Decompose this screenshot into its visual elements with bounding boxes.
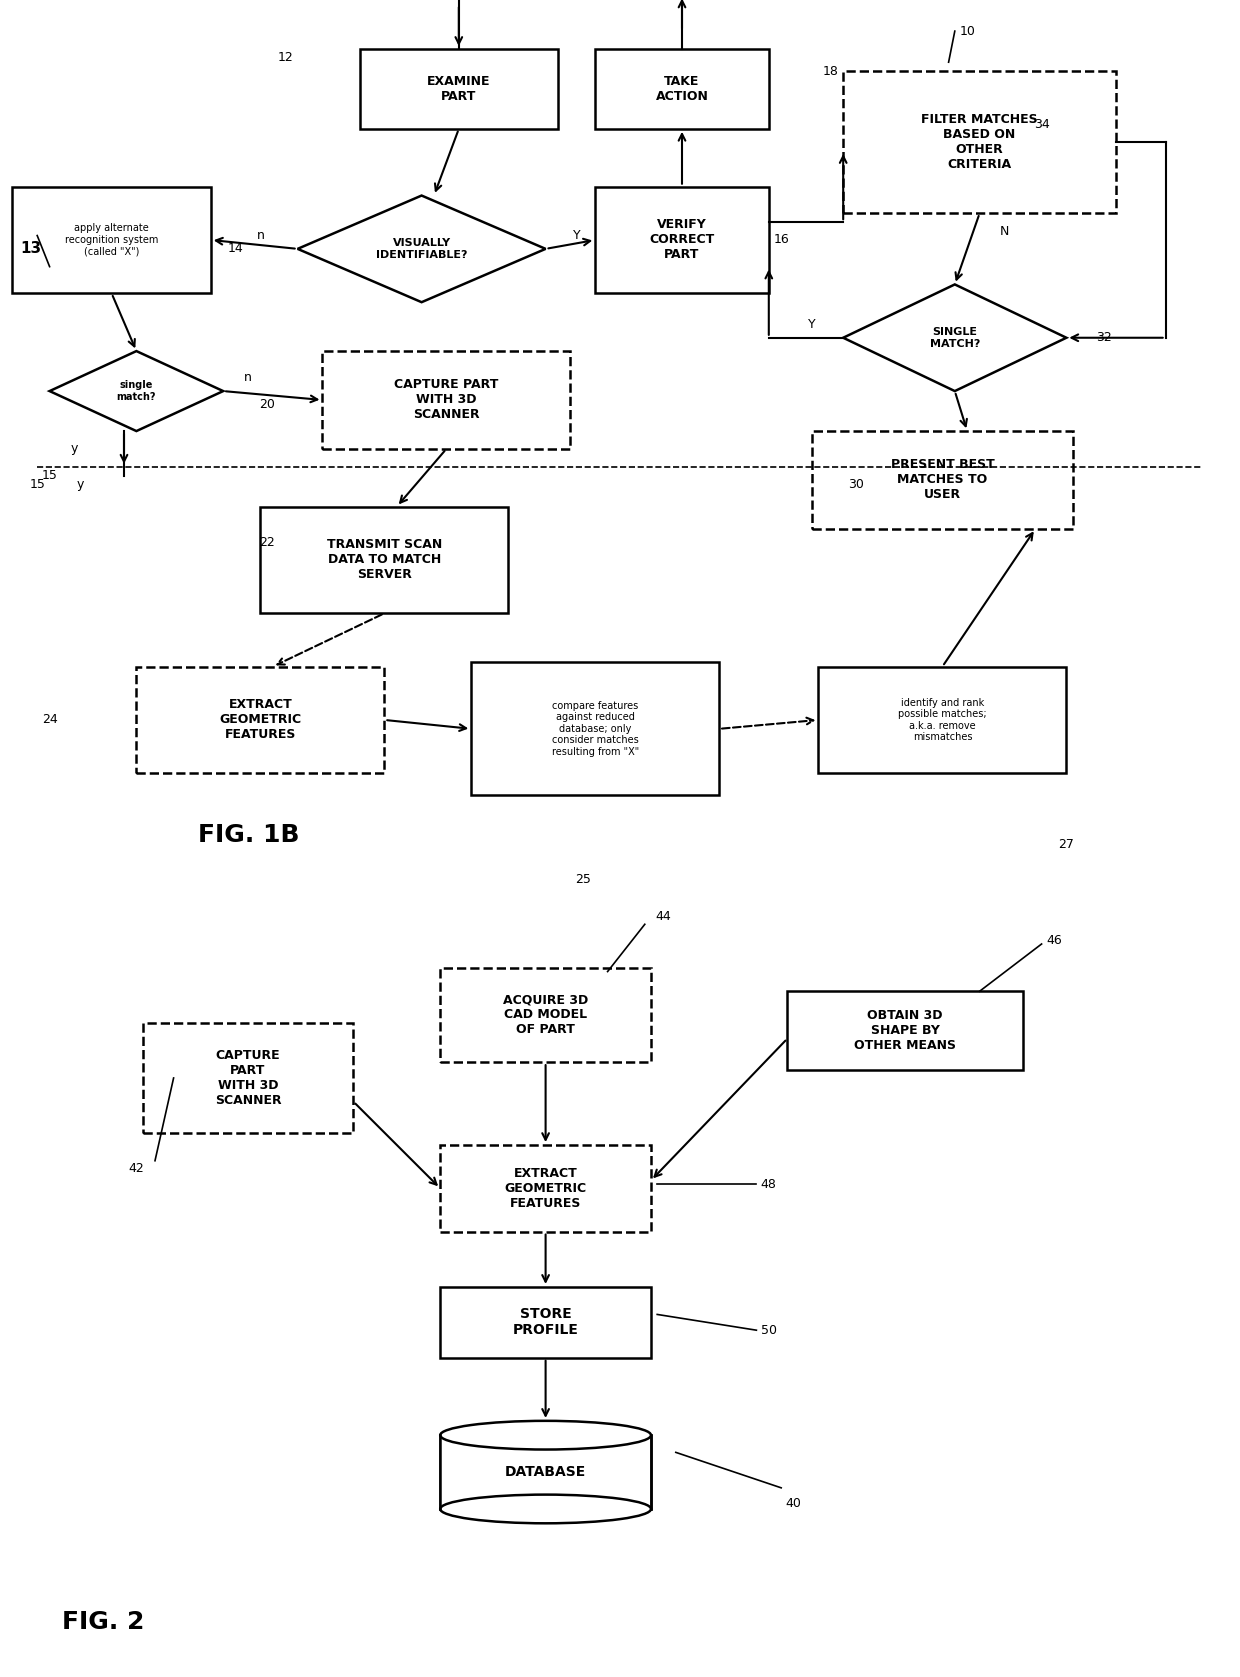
Bar <box>440 1145 651 1231</box>
Text: VERIFY
CORRECT
PART: VERIFY CORRECT PART <box>650 218 714 262</box>
Text: 48: 48 <box>761 1177 776 1191</box>
Text: 25: 25 <box>575 874 590 887</box>
Bar <box>136 667 384 773</box>
Text: 18: 18 <box>823 65 838 77</box>
Text: FIG. 1B: FIG. 1B <box>198 823 300 847</box>
Text: N: N <box>999 225 1009 238</box>
Bar <box>843 70 1116 213</box>
Text: 44: 44 <box>656 911 671 922</box>
Text: SINGLE
MATCH?: SINGLE MATCH? <box>930 327 980 349</box>
Bar <box>440 1286 651 1358</box>
Text: VISUALLY
IDENTIFIABLE?: VISUALLY IDENTIFIABLE? <box>376 238 467 260</box>
Bar <box>441 1436 650 1509</box>
Bar <box>787 991 1023 1070</box>
Text: n: n <box>244 371 252 384</box>
Text: 34: 34 <box>1034 117 1049 131</box>
Text: 40: 40 <box>786 1498 801 1509</box>
Bar <box>322 350 570 449</box>
Text: 15: 15 <box>42 470 57 481</box>
Text: 42: 42 <box>129 1162 144 1176</box>
Text: EXTRACT
GEOMETRIC
FEATURES: EXTRACT GEOMETRIC FEATURES <box>219 698 301 741</box>
Text: n: n <box>257 230 264 241</box>
Text: FILTER MATCHES
BASED ON
OTHER
CRITERIA: FILTER MATCHES BASED ON OTHER CRITERIA <box>921 114 1038 171</box>
Text: 50: 50 <box>761 1323 776 1337</box>
Text: CAPTURE PART
WITH 3D
SCANNER: CAPTURE PART WITH 3D SCANNER <box>394 379 498 421</box>
Text: 27: 27 <box>1059 838 1074 850</box>
Text: STORE
PROFILE: STORE PROFILE <box>512 1306 579 1338</box>
Polygon shape <box>298 196 546 302</box>
Text: TRANSMIT SCAN
DATA TO MATCH
SERVER: TRANSMIT SCAN DATA TO MATCH SERVER <box>327 538 441 582</box>
Text: 22: 22 <box>259 535 274 548</box>
Text: y: y <box>77 478 84 491</box>
Bar <box>360 49 558 129</box>
Bar <box>12 186 211 293</box>
Text: 46: 46 <box>1047 934 1061 946</box>
Ellipse shape <box>440 1420 651 1449</box>
Text: 13: 13 <box>20 241 42 257</box>
Text: 20: 20 <box>259 397 274 411</box>
Text: CAPTURE
PART
WITH 3D
SCANNER: CAPTURE PART WITH 3D SCANNER <box>215 1050 281 1107</box>
Text: y: y <box>71 443 78 456</box>
Text: PRESENT BEST
MATCHES TO
USER: PRESENT BEST MATCHES TO USER <box>890 458 994 501</box>
Text: identify and rank
possible matches;
a.k.a. remove
mismatches: identify and rank possible matches; a.k.… <box>898 698 987 743</box>
Text: TAKE
ACTION: TAKE ACTION <box>656 75 708 102</box>
Bar <box>818 667 1066 773</box>
Text: 30: 30 <box>848 478 863 491</box>
Text: 12: 12 <box>278 52 293 64</box>
Text: 14: 14 <box>228 243 243 255</box>
Ellipse shape <box>440 1494 651 1523</box>
Text: 32: 32 <box>1096 332 1111 344</box>
Text: 15: 15 <box>30 478 45 491</box>
Text: DATABASE: DATABASE <box>505 1466 587 1479</box>
Text: EXTRACT
GEOMETRIC
FEATURES: EXTRACT GEOMETRIC FEATURES <box>505 1167 587 1209</box>
Text: FIG. 2: FIG. 2 <box>62 1610 144 1633</box>
Text: ACQUIRE 3D
CAD MODEL
OF PART: ACQUIRE 3D CAD MODEL OF PART <box>503 993 588 1036</box>
Text: compare features
against reduced
database; only
consider matches
resulting from : compare features against reduced databas… <box>552 701 639 756</box>
Bar <box>595 49 769 129</box>
Text: Y: Y <box>808 319 816 330</box>
Text: 10: 10 <box>960 25 975 37</box>
Text: EXAMINE
PART: EXAMINE PART <box>427 75 491 102</box>
Text: single
match?: single match? <box>117 381 156 402</box>
Bar <box>143 1023 353 1134</box>
Text: Y: Y <box>573 230 580 241</box>
Text: OBTAIN 3D
SHAPE BY
OTHER MEANS: OBTAIN 3D SHAPE BY OTHER MEANS <box>854 1010 956 1051</box>
Bar <box>260 506 508 614</box>
Bar <box>440 968 651 1062</box>
Bar <box>471 662 719 795</box>
Polygon shape <box>843 285 1066 391</box>
Text: 16: 16 <box>774 233 789 247</box>
Bar <box>595 186 769 293</box>
Bar <box>812 431 1073 528</box>
Polygon shape <box>50 350 223 431</box>
Text: 24: 24 <box>42 713 57 726</box>
Text: apply alternate
recognition system
(called "X"): apply alternate recognition system (call… <box>64 223 159 257</box>
